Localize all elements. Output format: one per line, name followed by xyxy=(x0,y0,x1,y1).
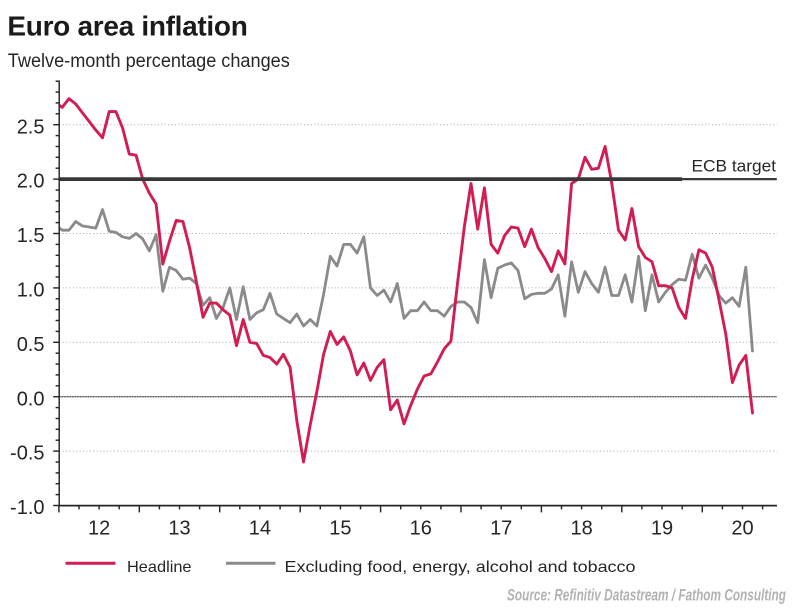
svg-text:1.0: 1.0 xyxy=(17,280,45,302)
svg-text:ECB target: ECB target xyxy=(692,157,777,176)
svg-text:2.5: 2.5 xyxy=(17,116,45,138)
svg-text:0.5: 0.5 xyxy=(17,334,45,356)
svg-text:12: 12 xyxy=(88,518,110,540)
svg-text:Source: Refinitiv Datastream /: Source: Refinitiv Datastream / Fathom Co… xyxy=(507,586,786,604)
svg-text:Euro area inflation: Euro area inflation xyxy=(7,11,247,42)
svg-text:1.5: 1.5 xyxy=(17,225,45,247)
svg-text:18: 18 xyxy=(570,518,592,540)
svg-text:16: 16 xyxy=(410,518,432,540)
svg-text:15: 15 xyxy=(329,518,351,540)
svg-text:17: 17 xyxy=(490,518,512,540)
svg-text:Excluding food, energy, alcoho: Excluding food, energy, alcohol and toba… xyxy=(285,559,636,576)
svg-text:-0.5: -0.5 xyxy=(10,443,44,465)
svg-text:19: 19 xyxy=(651,518,673,540)
svg-text:-1.0: -1.0 xyxy=(10,497,44,519)
svg-text:0.0: 0.0 xyxy=(17,388,45,410)
svg-text:2.0: 2.0 xyxy=(17,171,45,193)
svg-text:13: 13 xyxy=(168,518,190,540)
svg-text:Headline: Headline xyxy=(127,559,192,576)
svg-text:14: 14 xyxy=(249,518,271,540)
svg-text:20: 20 xyxy=(731,518,753,540)
svg-text:Twelve-month percentage change: Twelve-month percentage changes xyxy=(8,51,290,72)
